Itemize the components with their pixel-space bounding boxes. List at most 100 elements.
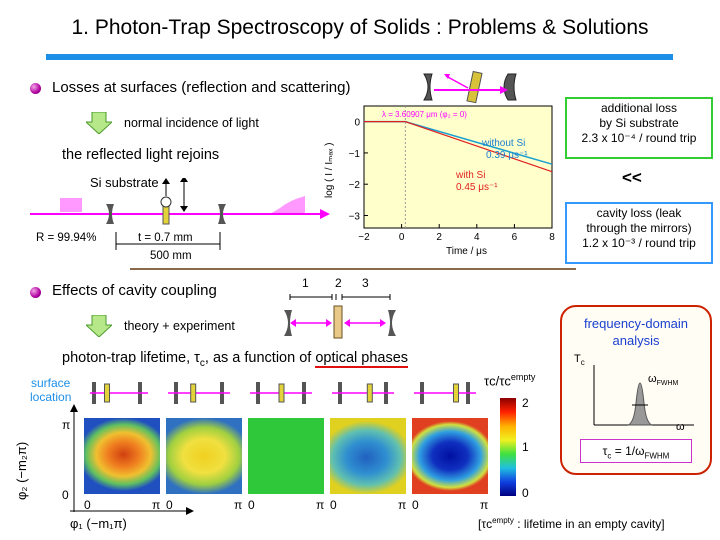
map-axis-ticks: 0 π 0 π 0 π 0 π 0 π <box>84 498 492 512</box>
lifetime-map-3 <box>248 418 324 494</box>
plot-ytick-label: −2 <box>349 180 361 191</box>
footnote: [τcempty : lifetime in an empty cavity] <box>478 516 665 531</box>
without-si-label: without Si <box>482 138 526 149</box>
with-si-rate: 0.45 μs⁻¹ <box>456 182 498 193</box>
colorbar-sup: empty <box>510 372 536 382</box>
si-substrate-label: Si substrate <box>90 175 159 190</box>
plot-ytick-label: 0 <box>354 118 360 129</box>
lifetime-mid: , as a function of <box>204 350 316 366</box>
cavity-line2: through the mirrors) <box>586 221 692 235</box>
tc-axis-label: Tc <box>574 353 585 367</box>
segment-2: 2 <box>335 276 342 290</box>
coupled-cavity-icon <box>284 294 396 339</box>
freq-title: frequency-domain analysis <box>562 315 710 349</box>
plot-xtick-label: 4 <box>474 232 480 243</box>
decay-plot: 0 −1 −2 −3 −2 0 2 4 6 8 λ = 3.60907 μm (φ₂ = 0) w… <box>324 100 558 264</box>
surface-location-icon <box>250 382 312 404</box>
footnote-sup: empty <box>492 516 514 525</box>
map5-zero: 0 <box>412 498 419 512</box>
phi1-axis-label: φ₁ (−m₁π) <box>70 516 127 531</box>
colorbar <box>500 398 516 496</box>
plot-ytick-label: −1 <box>349 149 361 160</box>
lifetime-prefix: photon-trap lifetime, τ <box>62 350 200 366</box>
slide-title: 1. Photon-Trap Spectroscopy of Solids : … <box>71 16 649 39</box>
fwhm-sub: FWHM <box>656 380 679 388</box>
plot-ylabel: log ( I / Iₘₐₓ ) <box>324 142 335 198</box>
reflection-icon <box>423 70 517 104</box>
freq-title-1: frequency-domain <box>583 316 689 331</box>
lifetime-map-5 <box>412 418 488 494</box>
map3-pi: π <box>316 498 325 512</box>
down-arrow-icon-2 <box>86 315 112 337</box>
comparison-symbol: << <box>622 168 642 187</box>
section2-heading: Effects of cavity coupling <box>52 282 217 299</box>
segment-3: 3 <box>362 276 369 290</box>
freq-title-2: analysis <box>612 333 660 348</box>
fwhm-label: ωFWHM <box>648 373 678 387</box>
rejoin-text: the reflected light rejoins <box>62 147 220 163</box>
surface-location-icons <box>90 382 476 404</box>
formula-tau: τ <box>602 444 608 458</box>
surface-location-icon <box>168 382 230 404</box>
map5-pi: π <box>480 498 489 512</box>
surface-location-icon <box>90 382 148 404</box>
optical-phases-link: optical phases <box>315 350 409 368</box>
cavity-line1: cavity loss (leak <box>596 206 682 220</box>
map4-pi: π <box>398 498 407 512</box>
segment-1: 1 <box>302 276 309 290</box>
bullet-2 <box>30 287 41 298</box>
phi2-axis-arrow <box>70 404 78 512</box>
colorbar-tick-2: 2 <box>522 396 529 410</box>
phi2-zero: 0 <box>62 488 69 502</box>
frequency-domain-box: frequency-domain analysis Tc ωFWHM ω τc … <box>560 305 712 475</box>
surface-location-icon <box>332 382 394 404</box>
cavity-diagram <box>30 178 330 250</box>
phi2-pi: π <box>62 418 71 432</box>
colorbar-title: τc/τcempty <box>484 372 535 388</box>
decay-plot-svg: 0 −1 −2 −3 −2 0 2 4 6 8 <box>349 105 555 243</box>
map1-zero: 0 <box>84 498 91 512</box>
title-underline <box>46 54 673 60</box>
plot-xtick-label: 8 <box>549 232 555 243</box>
formula-sub: c <box>607 451 612 461</box>
loss-line3: 2.3 x 10⁻⁴ / round trip <box>581 131 697 145</box>
footnote-rest: : lifetime in an empty cavity] <box>513 517 665 531</box>
theory-note: theory + experiment <box>124 319 235 333</box>
lineshape-plot <box>593 365 694 426</box>
map1-pi: π <box>152 498 161 512</box>
colorbar-label: τc/τc <box>484 373 511 389</box>
surface-label-2: location <box>30 390 72 404</box>
plot-xtick-label: −2 <box>358 232 370 243</box>
thickness-label: t = 0.7 mm <box>138 232 193 244</box>
omega-axis-label: ω <box>676 421 685 433</box>
map2-zero: 0 <box>166 498 173 512</box>
bullet-1 <box>30 83 41 94</box>
footnote-tau: [τc <box>478 517 493 531</box>
formula-sub2: FWHM <box>644 451 670 461</box>
down-arrow-icon <box>86 112 112 134</box>
lifetime-text: photon-trap lifetime, τc, as a function … <box>62 350 409 369</box>
with-si-label: with Si <box>456 170 486 181</box>
phi2-axis-label: φ₂ (−m₂π) <box>14 441 29 500</box>
cavity-loss-box: cavity loss (leak through the mirrors) 1… <box>565 202 713 264</box>
plot-ytick-label: −3 <box>349 211 361 222</box>
lifetime-map-4 <box>330 418 406 494</box>
phi1-axis-arrow <box>70 507 194 515</box>
cavity-line3: 1.2 x 10⁻³ / round trip <box>582 236 696 250</box>
tc-sub: c <box>580 358 585 368</box>
lifetime-map-1 <box>84 418 160 494</box>
map2-pi: π <box>234 498 243 512</box>
plot-xtick-label: 0 <box>399 232 405 243</box>
plot-xtick-label: 6 <box>512 232 518 243</box>
plot-xtick-label: 2 <box>436 232 442 243</box>
lifetime-map-2 <box>166 418 242 494</box>
surface-location-label: surface location <box>30 376 71 404</box>
tc-label: T <box>574 353 581 365</box>
loss-line1: additional loss <box>600 101 678 115</box>
length-label: 500 mm <box>150 250 192 262</box>
formula-mid: = 1/ω <box>611 444 645 458</box>
plot-xlabel: Time / μs <box>446 246 487 257</box>
map4-zero: 0 <box>330 498 337 512</box>
lifetime-sub: c <box>199 357 205 369</box>
formula-box: τc = 1/ωFWHM <box>580 439 692 463</box>
